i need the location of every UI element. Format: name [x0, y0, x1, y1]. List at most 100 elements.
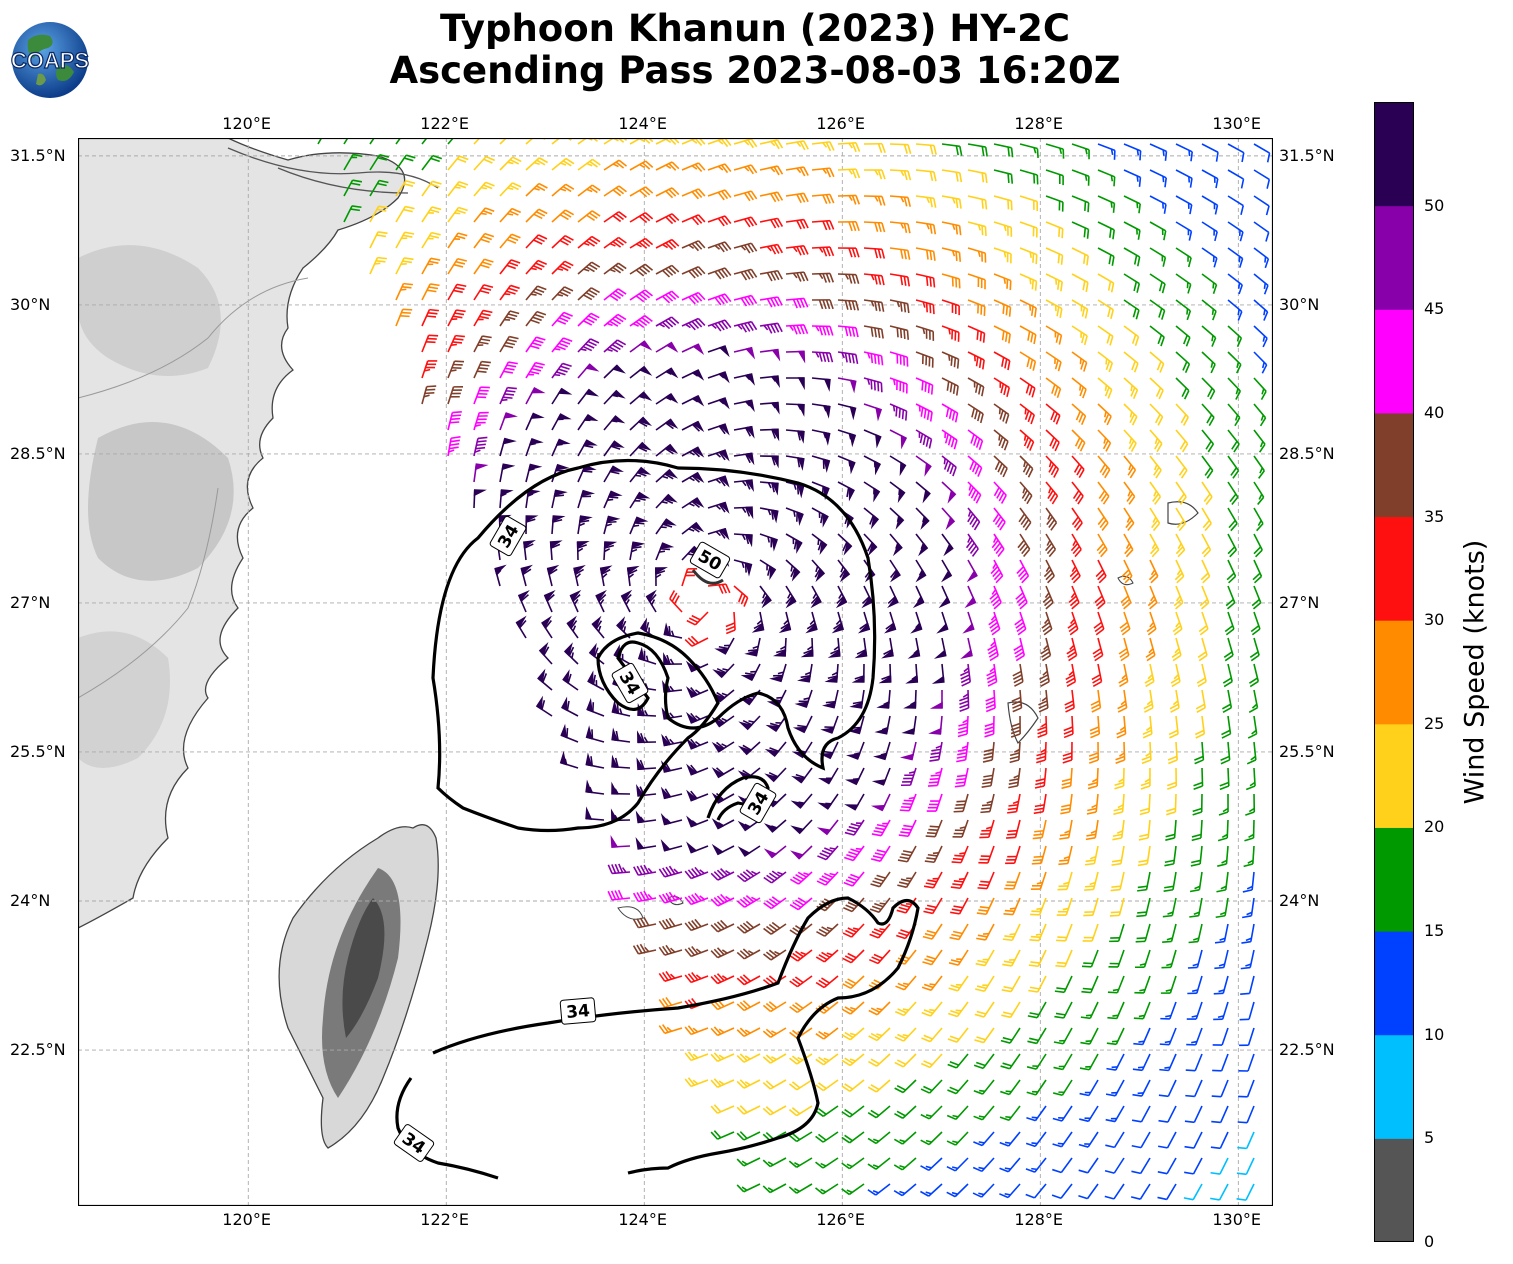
- wind-barb: [499, 386, 517, 405]
- wind-barb: [473, 436, 488, 457]
- wind-barb: [1097, 507, 1109, 531]
- wind-barb: [660, 812, 683, 826]
- wind-barb: [1058, 845, 1073, 866]
- wind-barb: [655, 161, 680, 171]
- wind-barb: [1240, 975, 1255, 995]
- wind-barb: [759, 585, 772, 609]
- wind-barb: [1091, 663, 1103, 688]
- wind-barb: [421, 308, 439, 327]
- wind-barb: [1079, 1053, 1099, 1071]
- wind-barb: [949, 923, 969, 941]
- wind-barb: [1097, 403, 1112, 426]
- wind-barb: [1003, 897, 1021, 916]
- colorbar-segment: [1374, 827, 1414, 932]
- wind-barb: [1008, 767, 1021, 789]
- lat-tick-label: 30°N: [1279, 294, 1320, 314]
- wind-barb: [603, 211, 627, 223]
- wind-barb: [1221, 715, 1232, 739]
- wind-barb: [967, 143, 988, 157]
- wind-barb: [1247, 715, 1258, 739]
- wind-barb: [993, 299, 1012, 317]
- wind-barb: [1029, 923, 1047, 942]
- wind-barb: [967, 455, 983, 477]
- wind-barb: [1175, 221, 1193, 241]
- wind-barb: [993, 455, 1008, 478]
- lat-tick-label: 28.5°N: [1279, 443, 1335, 463]
- wind-barb: [841, 1157, 865, 1170]
- wind-barb: [1246, 741, 1257, 765]
- wind-barb: [395, 308, 413, 327]
- wind-barb: [811, 193, 835, 205]
- wind-barb: [733, 559, 753, 577]
- wind-barb: [844, 819, 865, 836]
- wind-barb: [946, 1131, 969, 1146]
- wind-barb: [421, 257, 441, 275]
- wind-barb: [632, 916, 657, 929]
- wind-barb: [1081, 949, 1099, 968]
- wind-barb: [611, 727, 631, 743]
- wind-barb: [611, 781, 631, 795]
- wind-barb: [525, 182, 548, 197]
- wind-barb: [1039, 663, 1050, 687]
- wind-barb: [841, 1105, 865, 1118]
- wind-barb: [655, 493, 678, 509]
- wind-barb: [967, 429, 984, 451]
- wind-barb: [395, 154, 416, 171]
- wind-barb: [811, 403, 831, 419]
- wind-barb: [791, 767, 813, 784]
- wind-barb: [946, 1105, 969, 1121]
- wind-barb: [811, 533, 828, 556]
- wind-barb: [894, 1027, 917, 1042]
- wind-barb: [473, 463, 489, 483]
- wind-barb: [499, 259, 521, 275]
- wind-barb: [707, 267, 732, 280]
- wind-barb: [1063, 715, 1074, 739]
- wind-barb: [1149, 221, 1167, 241]
- wind-barb: [710, 1104, 735, 1114]
- wind-barb: [811, 325, 834, 336]
- wind-barb: [1045, 533, 1057, 558]
- lon-tick-label: 126°E: [816, 114, 865, 133]
- lat-tick-label: 25.5°N: [10, 741, 66, 761]
- wind-barb: [946, 1183, 969, 1198]
- wind-barb: [910, 611, 923, 634]
- wind-barb: [923, 897, 943, 915]
- colorbar-segment: [1374, 1034, 1414, 1139]
- wind-barb: [759, 559, 777, 581]
- wind-barb: [1187, 949, 1203, 969]
- wind-barb: [867, 1105, 891, 1119]
- wind-barb: [369, 154, 390, 171]
- colorbar-tick-label: 5: [1424, 1128, 1435, 1148]
- wind-barb: [1031, 845, 1047, 865]
- wind-barb: [1144, 663, 1155, 688]
- wind-barb: [1175, 455, 1188, 479]
- wind-barb: [759, 375, 780, 389]
- wind-barb: [1227, 455, 1240, 479]
- wind-barb: [686, 763, 709, 776]
- wind-barb: [926, 793, 943, 812]
- wind-barb: [681, 521, 705, 535]
- wind-barb: [1123, 195, 1141, 214]
- wind-barb: [815, 1053, 839, 1066]
- wind-barb: [1019, 377, 1036, 398]
- wind-barb: [1011, 689, 1023, 713]
- wind-barb: [785, 559, 801, 582]
- wind-barb: [577, 287, 600, 301]
- map-frame: [78, 138, 1273, 1206]
- wind-barb-layer: [317, 138, 1271, 1201]
- wind-barb: [684, 1051, 709, 1062]
- wind-barb: [889, 195, 911, 207]
- wind-barb: [1201, 351, 1216, 374]
- wind-barb: [1093, 611, 1105, 636]
- wind-barb: [759, 533, 779, 552]
- wind-barb: [863, 273, 885, 286]
- wind-barb: [1019, 169, 1039, 185]
- wind-barb: [788, 1157, 813, 1168]
- wind-barb: [736, 1000, 761, 1012]
- wind-barb: [759, 191, 784, 203]
- wind-barb: [794, 689, 813, 709]
- wind-barb: [1242, 871, 1255, 893]
- wind-barb: [1212, 1053, 1229, 1072]
- wind-barb: [881, 637, 894, 659]
- wind-barb: [915, 169, 937, 182]
